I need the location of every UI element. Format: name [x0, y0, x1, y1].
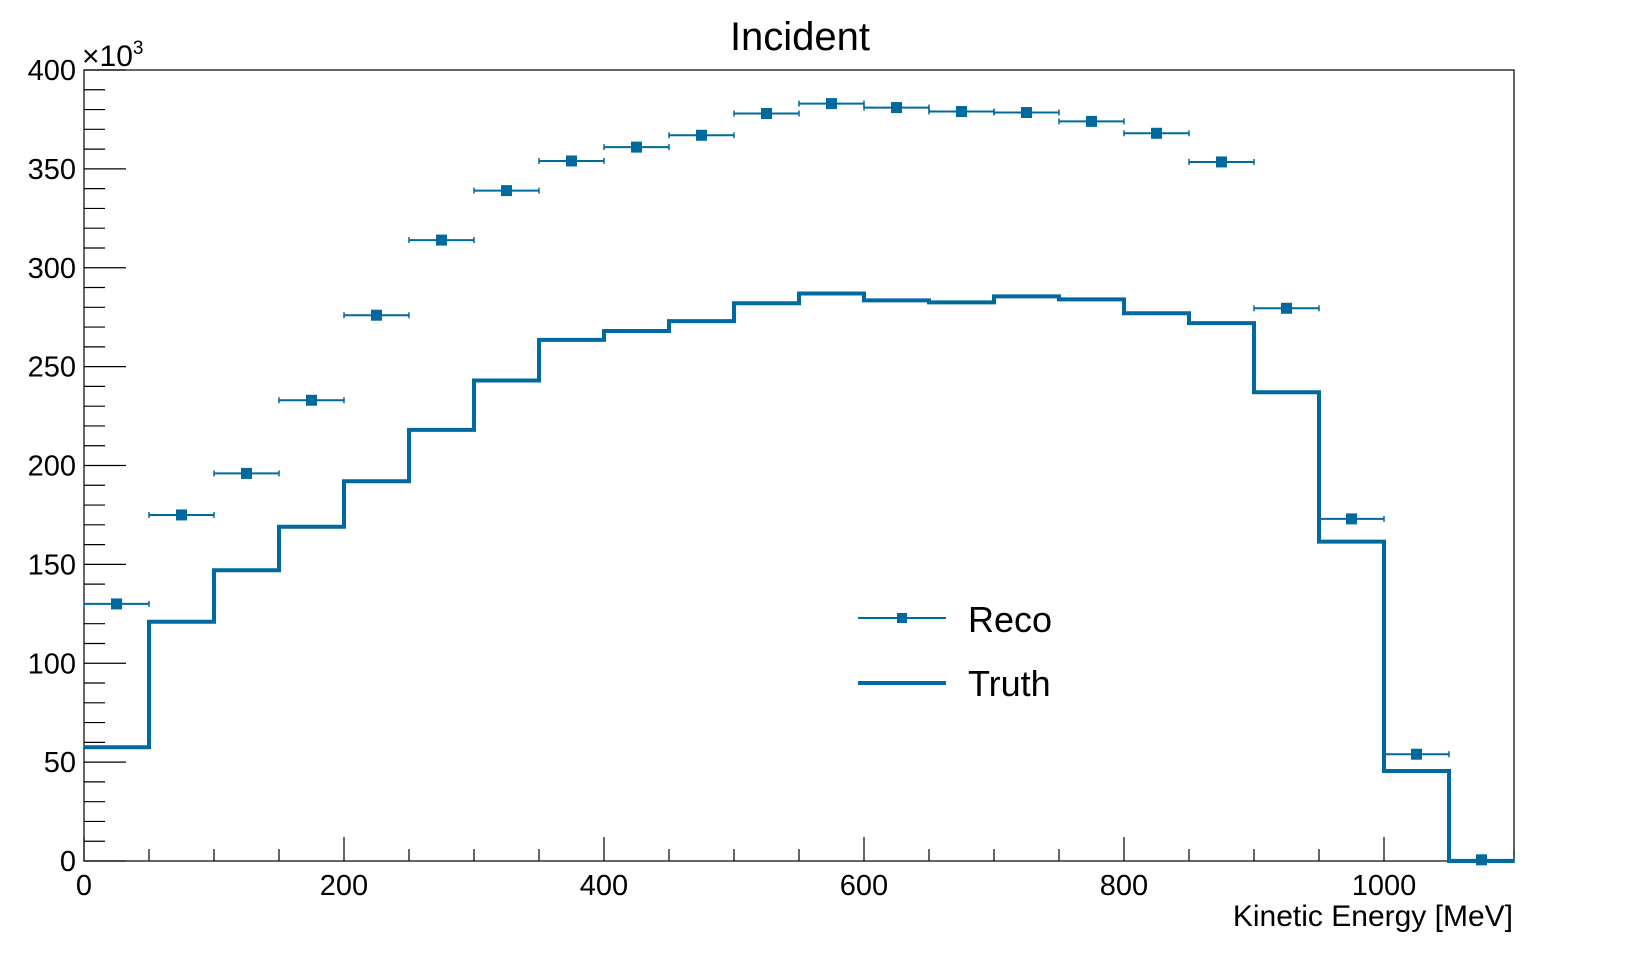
y-tick-label: 250	[28, 352, 76, 384]
reco-point	[1021, 107, 1032, 119]
reco-point	[696, 129, 707, 141]
truth-step-line	[84, 291, 1514, 863]
reco-point	[371, 309, 382, 321]
y-tick-label: 100	[28, 648, 76, 680]
y-axis-multiplier: ×103	[82, 38, 143, 73]
reco-point	[436, 234, 447, 246]
reco-point	[1281, 302, 1292, 314]
reco-point	[501, 185, 512, 197]
x-tick-label: 1000	[1352, 870, 1417, 902]
y-tick-label: 150	[28, 549, 76, 581]
x-tick-label: 800	[1100, 870, 1148, 902]
y-tick-label: 300	[28, 253, 76, 285]
x-tick-label: 200	[320, 870, 368, 902]
reco-point	[1411, 748, 1422, 760]
legend-reco-label: Reco	[968, 599, 1052, 640]
reco-point	[1476, 854, 1487, 866]
y-tick-label: 50	[44, 747, 76, 779]
reco-point	[1216, 156, 1227, 168]
reco-point	[241, 467, 252, 479]
reco-point	[631, 141, 642, 153]
reco-point	[891, 102, 902, 114]
plot-frame	[83, 69, 1515, 862]
reco-point	[176, 509, 187, 521]
legend-reco-marker	[897, 613, 907, 623]
x-tick-label: 0	[76, 870, 92, 902]
plot-area: 0 200 400 600 800 1000 0 50 100 150 200 250 300 350 40…	[28, 55, 1515, 902]
y-tick-label: 0	[60, 846, 76, 878]
reco-point	[761, 108, 772, 120]
reco-point	[956, 106, 967, 118]
y-tick-label: 350	[28, 154, 76, 186]
reco-point	[1346, 513, 1357, 525]
chart-title: Incident	[730, 15, 870, 59]
x-axis-label: Kinetic Energy [MeV]	[1233, 900, 1513, 933]
reco-point	[1151, 127, 1162, 139]
svg-text:×103: ×103	[82, 38, 143, 73]
legend-truth-label: Truth	[968, 663, 1051, 704]
legend: Reco Truth	[858, 599, 1052, 704]
y-tick-label: 400	[28, 55, 76, 87]
reco-point	[566, 155, 577, 167]
y-multiplier-exponent: 3	[133, 38, 144, 59]
x-tick-label: 600	[840, 870, 888, 902]
reco-point	[111, 598, 122, 610]
reco-point	[826, 98, 837, 110]
x-tick-label: 400	[580, 870, 628, 902]
reco-point	[1086, 115, 1097, 127]
reco-point	[306, 394, 317, 406]
y-tick-label: 200	[28, 451, 76, 483]
y-multiplier-base: ×10	[82, 40, 133, 73]
